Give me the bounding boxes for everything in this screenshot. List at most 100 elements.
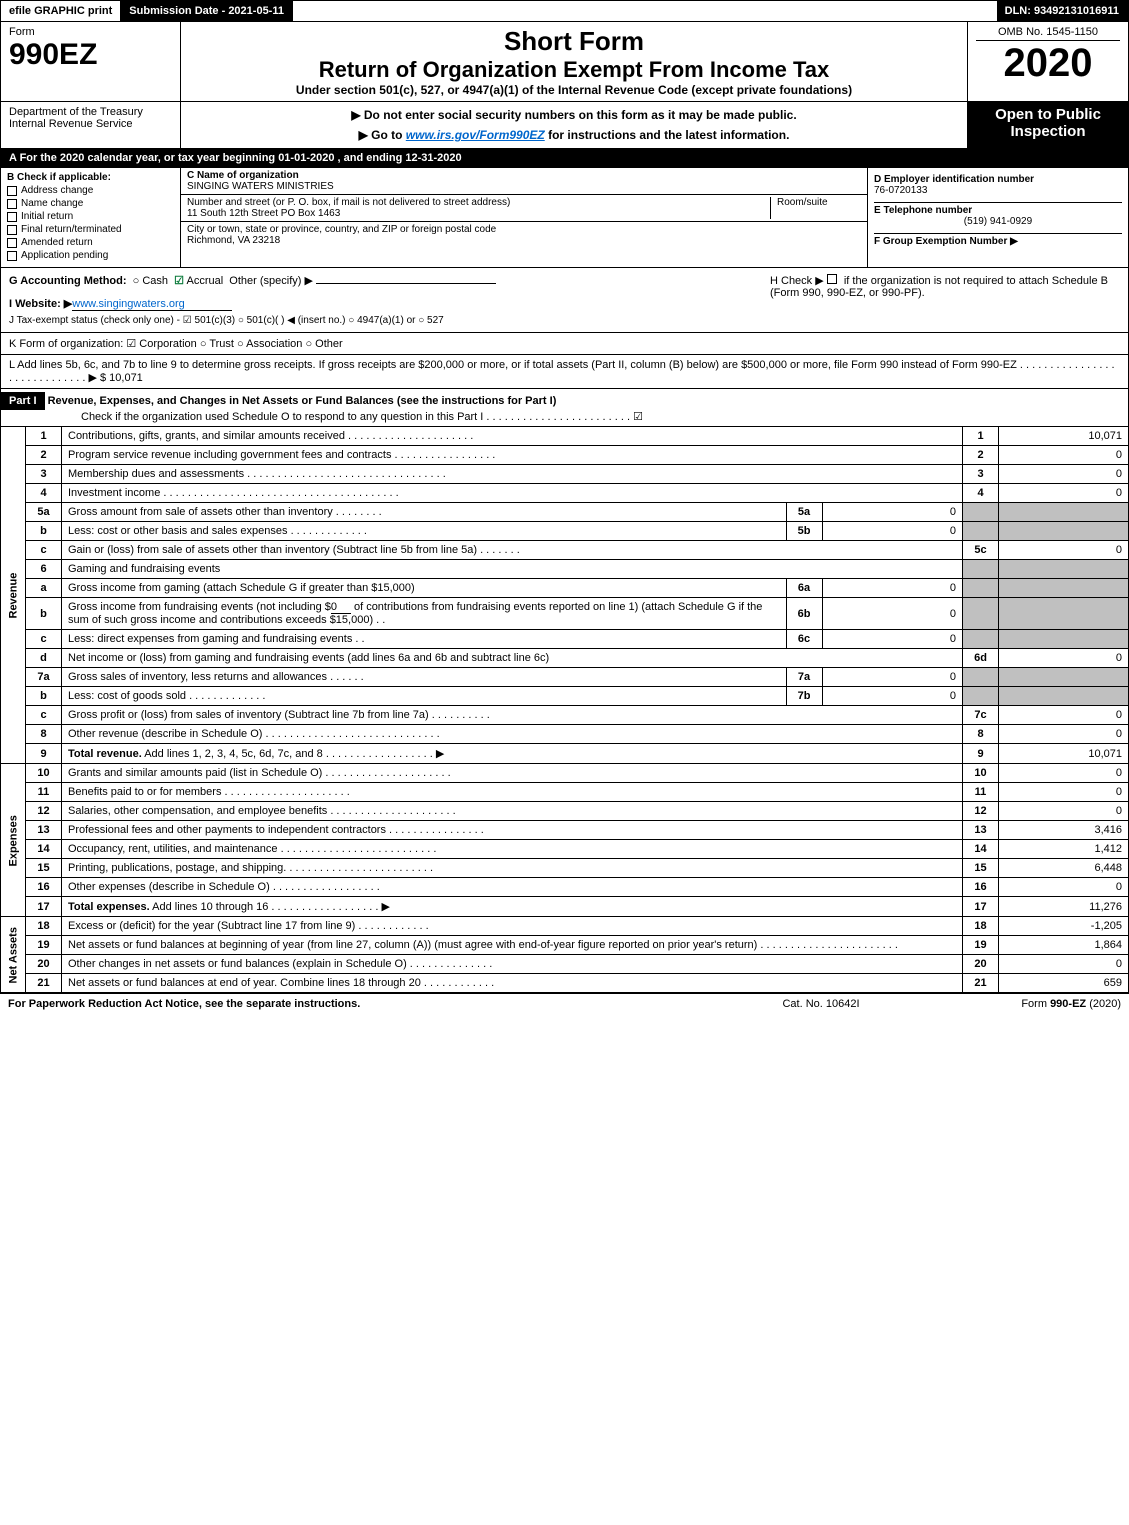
row-num: 1 [26,427,62,446]
grey-cell [963,598,999,630]
checkbox[interactable] [7,212,17,222]
short-form-title: Short Form [189,26,959,57]
checkbox-label: Initial return [21,211,73,222]
row-desc: Membership dues and assessments . . . . … [62,465,963,484]
row-num: 17 [26,897,62,917]
part1-header: Part I Revenue, Expenses, and Changes in… [0,389,1129,427]
row-desc: Other revenue (describe in Schedule O) .… [62,725,963,744]
table-row: 16Other expenses (describe in Schedule O… [1,878,1129,897]
grey-cell [963,503,999,522]
org-name: SINGING WATERS MINISTRIES [187,181,861,192]
row-num: c [26,541,62,560]
checkbox-label: Amended return [21,237,93,248]
row-num: c [26,630,62,649]
ssn-warning: ▶ Do not enter social security numbers o… [189,108,959,122]
row-value: 0 [999,802,1129,821]
grey-cell [963,579,999,598]
row-line: 9 [963,744,999,764]
line-g: G Accounting Method: ○ Cash ☑ Accrual Ot… [9,274,770,326]
checkbox[interactable] [7,199,17,209]
goto-line: ▶ Go to www.irs.gov/Form990EZ for instru… [189,128,959,142]
omb-year-block: OMB No. 1545-1150 2020 [968,22,1128,101]
table-row: 13Professional fees and other payments t… [1,821,1129,840]
sub-value: 0 [822,598,962,629]
row-num: 16 [26,878,62,897]
table-row: bGross income from fundraising events (n… [1,598,1129,630]
row-desc: Salaries, other compensation, and employ… [62,802,963,821]
website[interactable]: www.singingwaters.org [72,298,232,311]
table-row: 2Program service revenue including gover… [1,446,1129,465]
checkbox[interactable] [7,225,17,235]
row-num: b [26,687,62,706]
g-cash: Cash [142,275,168,287]
org-name-block: C Name of organization SINGING WATERS MI… [181,168,867,195]
grey-cell [963,522,999,541]
irs-label: Internal Revenue Service [9,118,172,130]
row-value: 0 [999,541,1129,560]
header-row-2: Department of the Treasury Internal Reve… [0,102,1129,149]
row-value: 0 [999,878,1129,897]
row-value: 1,864 [999,936,1129,955]
row-value: 10,071 [999,427,1129,446]
grey-cell [999,522,1129,541]
row-line: 8 [963,725,999,744]
box-c: C Name of organization SINGING WATERS MI… [181,168,868,267]
goto-pre: ▶ Go to [359,128,406,142]
row-sub: Gross sales of inventory, less returns a… [62,668,963,687]
row-value: 0 [999,649,1129,668]
goto-link[interactable]: www.irs.gov/Form990EZ [406,128,545,142]
addr-label: Number and street (or P. O. box, if mail… [187,197,764,208]
table-row: Net Assets18Excess or (deficit) for the … [1,917,1129,936]
f-label: F Group Exemption Number ▶ [874,236,1122,247]
form-id-block: Form 990EZ [1,22,181,101]
row-value: 0 [999,955,1129,974]
under-section: Under section 501(c), 527, or 4947(a)(1)… [189,83,959,97]
org-city-block: City or town, state or province, country… [181,222,867,248]
row-value: 0 [999,783,1129,802]
h-checkbox[interactable] [827,274,837,284]
netassets-table: Net Assets18Excess or (deficit) for the … [0,917,1129,993]
e-label: E Telephone number [874,205,1122,216]
row-sub: Gross income from gaming (attach Schedul… [62,579,963,598]
c-label: C Name of organization [187,170,861,181]
top-bar: efile GRAPHIC print Submission Date - 20… [0,0,1129,22]
table-row: dNet income or (loss) from gaming and fu… [1,649,1129,668]
open-public-badge: Open to Public Inspection [968,102,1128,148]
grey-cell [999,503,1129,522]
row-value: 11,276 [999,897,1129,917]
row-desc: Gross income from gaming (attach Schedul… [62,579,786,597]
row-value: 0 [999,484,1129,503]
footer-left: For Paperwork Reduction Act Notice, see … [8,998,721,1010]
table-row: 17Total expenses. Add lines 10 through 1… [1,897,1129,917]
checkbox-row: Name change [7,198,174,209]
row-desc: Other changes in net assets or fund bala… [62,955,963,974]
dept-block: Department of the Treasury Internal Reve… [1,102,181,148]
checkbox-row: Amended return [7,237,174,248]
gh-row: G Accounting Method: ○ Cash ☑ Accrual Ot… [0,268,1129,333]
l-text: L Add lines 5b, 6c, and 7b to line 9 to … [9,359,1115,384]
footer-right-pre: Form [1021,998,1050,1010]
row-num: 2 [26,446,62,465]
row-num: 9 [26,744,62,764]
sub-line: 7a [786,668,822,686]
row-desc: Excess or (deficit) for the year (Subtra… [62,917,963,936]
instructions-block: ▶ Do not enter social security numbers o… [181,102,968,148]
form-label: Form [9,26,172,38]
checkbox[interactable] [7,186,17,196]
row-line: 19 [963,936,999,955]
row-desc: Gross amount from sale of assets other t… [62,503,786,521]
i-label: I Website: ▶ [9,298,72,310]
row-line: 11 [963,783,999,802]
row-value: 0 [999,725,1129,744]
table-row: 8Other revenue (describe in Schedule O) … [1,725,1129,744]
checkbox-row: Final return/terminated [7,224,174,235]
checkbox[interactable] [7,251,17,261]
row-num: c [26,706,62,725]
row-line: 7c [963,706,999,725]
row-num: 21 [26,974,62,993]
row-desc: Less: cost of goods sold . . . . . . . .… [62,687,786,705]
efile-print[interactable]: efile GRAPHIC print [1,1,121,21]
checkbox[interactable] [7,238,17,248]
sub-line: 6c [786,630,822,648]
row-line: 16 [963,878,999,897]
